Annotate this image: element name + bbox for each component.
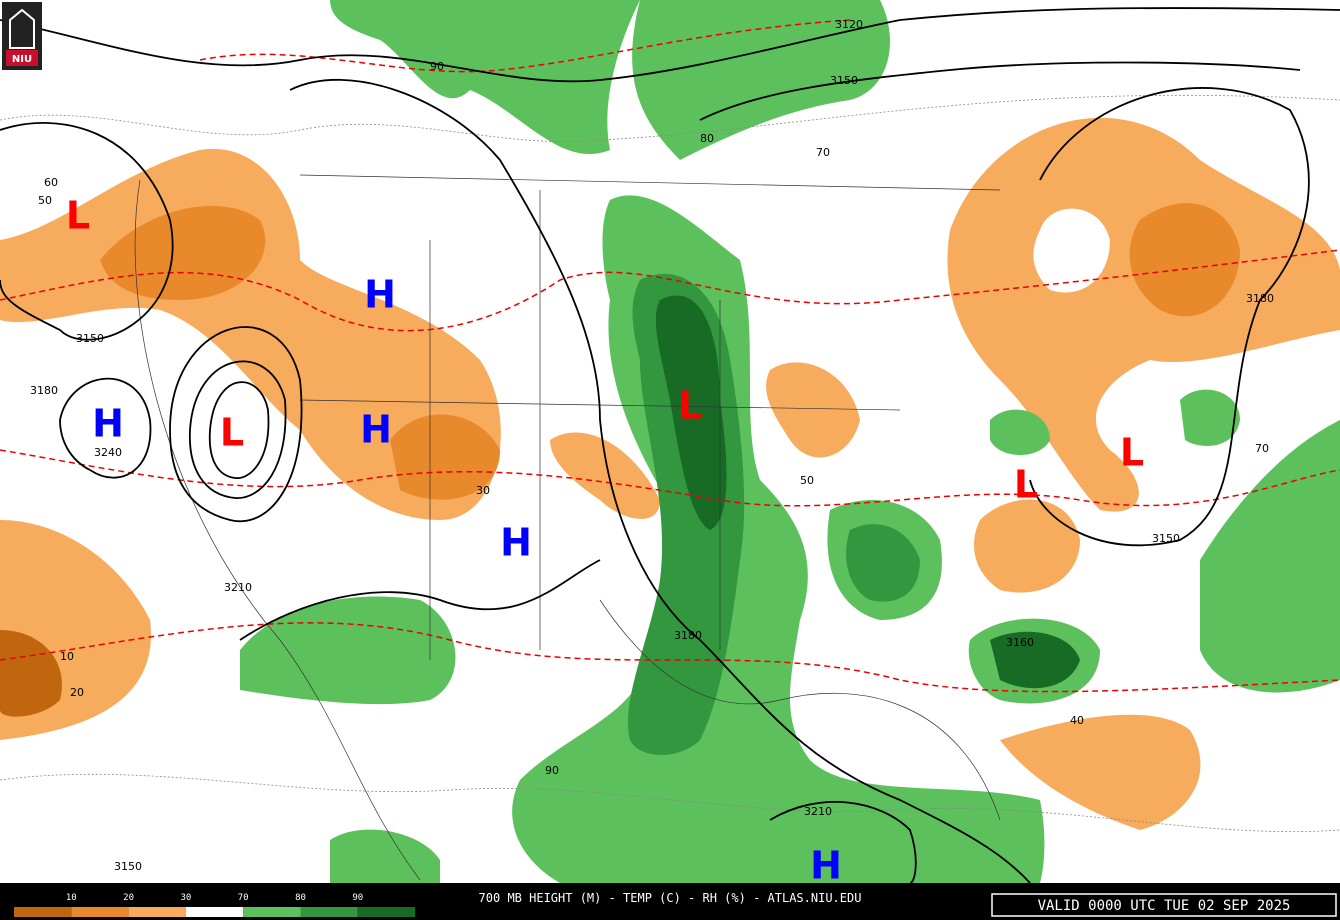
legend-swatch xyxy=(357,907,416,917)
rh-label: 70 xyxy=(1255,442,1269,455)
legend-swatch xyxy=(185,907,244,917)
height-label: 3160 xyxy=(1006,636,1034,649)
logo: NIU xyxy=(2,2,42,70)
legend-swatch xyxy=(14,907,72,917)
rh-label: 30 xyxy=(476,484,490,497)
rh-label: 90 xyxy=(545,764,559,777)
height-label: 3180 xyxy=(674,629,702,642)
moisture-shading xyxy=(0,0,1340,884)
pressure-center: H xyxy=(92,402,124,446)
pressure-center: H xyxy=(364,273,396,317)
rh-contours xyxy=(0,94,1340,832)
pressure-center: H xyxy=(500,521,532,565)
legend-label: 10 xyxy=(66,893,77,903)
rh-label: 70 xyxy=(816,146,830,159)
rh-label: 50 xyxy=(800,474,814,487)
legend-swatch xyxy=(300,907,358,917)
rh-label: 20 xyxy=(70,686,84,699)
height-label: 3180 xyxy=(1246,292,1274,305)
valid-time: VALID 0000 UTC TUE 02 SEP 2025 xyxy=(1038,898,1291,914)
rh-label: 90 xyxy=(430,60,444,73)
legend-swatch xyxy=(71,907,129,917)
height-label: 3240 xyxy=(94,446,122,459)
pressure-center: L xyxy=(1120,431,1144,475)
pressure-center: L xyxy=(66,194,90,238)
height-contours xyxy=(0,7,1340,884)
height-label: 3150 xyxy=(830,74,858,87)
footer-title: 700 MB HEIGHT (M) - TEMP (C) - RH (%) - … xyxy=(479,891,862,905)
height-label: 3150 xyxy=(1152,532,1180,545)
valid-box xyxy=(991,893,1337,917)
rh-label: 50 xyxy=(38,194,52,207)
pressure-center: L xyxy=(678,384,702,428)
pressure-center: H xyxy=(810,844,842,888)
height-label: 3210 xyxy=(224,581,252,594)
rh-label: 80 xyxy=(700,132,714,145)
temperature-contours xyxy=(0,19,1340,693)
pressure-center: H xyxy=(360,408,392,452)
height-label: 3180 xyxy=(30,384,58,397)
pressure-center: L xyxy=(1014,463,1038,507)
height-label: 3210 xyxy=(804,805,832,818)
legend-label: 20 xyxy=(123,893,134,903)
height-label: 3120 xyxy=(835,18,863,31)
legend-label: 30 xyxy=(180,893,191,903)
legend-label: 80 xyxy=(295,893,306,903)
legend-label: 70 xyxy=(238,893,249,903)
rh-label: 40 xyxy=(1070,714,1084,727)
rh-label: 60 xyxy=(44,176,58,189)
legend-swatch xyxy=(243,907,301,917)
height-label: 3150 xyxy=(76,332,104,345)
height-label: 3150 xyxy=(114,860,142,873)
rh-label: 10 xyxy=(60,650,74,663)
legend-label: 90 xyxy=(352,893,363,903)
logo-text: NIU xyxy=(12,54,32,65)
legend-swatch xyxy=(128,907,186,917)
pressure-center: L xyxy=(220,411,244,455)
